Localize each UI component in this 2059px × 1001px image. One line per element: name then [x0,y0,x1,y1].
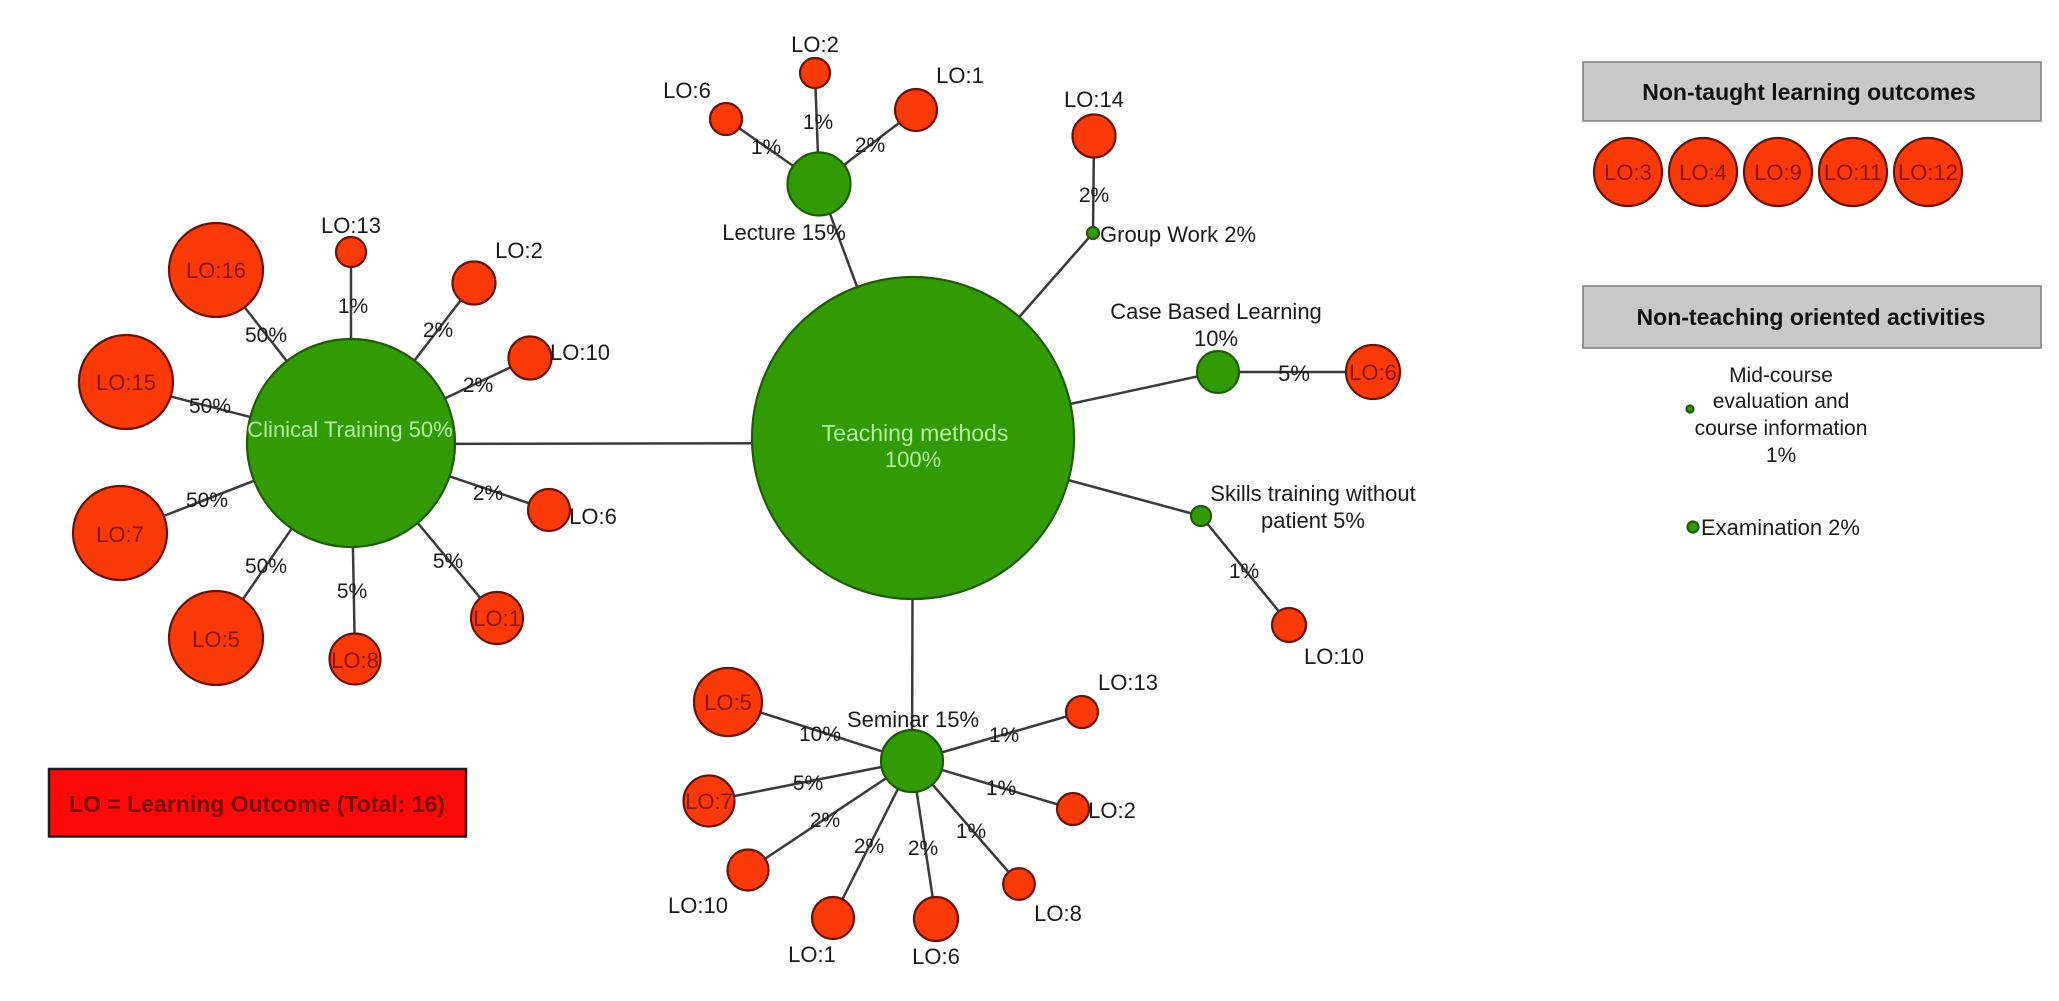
svg-text:50%: 50% [189,395,231,418]
svg-text:2%: 2% [423,319,453,342]
svg-text:5%: 5% [337,580,367,603]
svg-text:LO:6: LO:6 [912,944,960,969]
svg-text:evaluation and: evaluation and [1713,390,1850,413]
svg-text:Seminar 15%: Seminar 15% [847,707,979,732]
svg-text:LO:10: LO:10 [1304,644,1364,669]
svg-text:LO:5: LO:5 [704,690,752,715]
svg-text:patient 5%: patient 5% [1261,508,1365,533]
svg-text:course information: course information [1695,417,1868,440]
svg-text:LO:13: LO:13 [321,213,381,238]
svg-text:LO:16: LO:16 [186,258,246,283]
svg-text:1%: 1% [803,111,833,134]
svg-text:2%: 2% [463,374,493,397]
svg-text:50%: 50% [245,324,287,347]
svg-text:Non-teaching oriented activiti: Non-teaching oriented activities [1637,304,1986,330]
svg-text:LO:2: LO:2 [495,238,543,263]
svg-text:100%: 100% [885,447,941,472]
svg-text:Teaching methods: Teaching methods [822,420,1009,446]
svg-text:LO = Learning Outcome (Total:: LO = Learning Outcome (Total: 16) [69,791,445,817]
svg-text:LO:3: LO:3 [1604,160,1652,185]
svg-text:2%: 2% [854,835,884,858]
svg-text:5%: 5% [793,772,823,795]
svg-text:LO:5: LO:5 [192,627,240,652]
svg-text:1%: 1% [751,136,781,159]
svg-text:1%: 1% [986,777,1016,800]
svg-text:Clinical Training 50%: Clinical Training 50% [247,417,452,442]
svg-text:50%: 50% [245,555,287,578]
svg-text:LO:12: LO:12 [1898,160,1958,185]
svg-text:Mid-course: Mid-course [1729,364,1833,387]
svg-text:Case Based Learning: Case Based Learning [1110,299,1322,324]
svg-text:LO:6: LO:6 [663,78,711,103]
svg-text:LO:10: LO:10 [668,893,728,918]
svg-text:Non-taught learning outcomes: Non-taught learning outcomes [1642,79,1976,105]
svg-text:5%: 5% [1278,361,1310,386]
svg-text:LO:8: LO:8 [1034,901,1082,926]
svg-text:2%: 2% [473,482,503,505]
svg-text:LO:13: LO:13 [1098,670,1158,695]
svg-text:2%: 2% [855,134,885,157]
svg-text:2%: 2% [810,809,840,832]
svg-text:2%: 2% [1079,184,1109,207]
svg-text:10%: 10% [799,723,841,746]
svg-text:LO:4: LO:4 [1679,160,1727,185]
svg-text:10%: 10% [1194,326,1238,351]
svg-text:LO:2: LO:2 [1088,798,1136,823]
svg-text:LO:14: LO:14 [1064,87,1124,112]
svg-text:LO:1: LO:1 [473,606,521,631]
svg-text:LO:1: LO:1 [788,942,836,967]
svg-text:LO:1: LO:1 [936,63,984,88]
svg-text:LO:15: LO:15 [96,370,156,395]
svg-text:1%: 1% [1229,560,1259,583]
svg-text:Lecture 15%: Lecture 15% [722,220,846,245]
svg-text:LO:8: LO:8 [331,648,379,673]
svg-text:LO:11: LO:11 [1824,160,1882,185]
svg-text:LO:9: LO:9 [1754,160,1802,185]
svg-text:1%: 1% [989,724,1019,747]
svg-text:Skills training without: Skills training without [1210,481,1415,506]
svg-text:LO:10: LO:10 [550,340,610,365]
svg-text:1%: 1% [1766,444,1796,467]
svg-text:5%: 5% [433,550,463,573]
svg-text:LO:7: LO:7 [685,789,733,814]
svg-text:LO:2: LO:2 [791,32,839,57]
svg-text:LO:6: LO:6 [569,504,617,529]
svg-text:50%: 50% [186,489,228,512]
svg-text:2%: 2% [908,837,938,860]
svg-text:1%: 1% [956,820,986,843]
svg-text:LO:6: LO:6 [1349,360,1397,385]
svg-text:1%: 1% [338,295,368,318]
svg-text:Group Work 2%: Group Work 2% [1100,222,1256,247]
svg-text:LO:7: LO:7 [96,522,144,547]
svg-text:Examination 2%: Examination 2% [1701,515,1860,540]
